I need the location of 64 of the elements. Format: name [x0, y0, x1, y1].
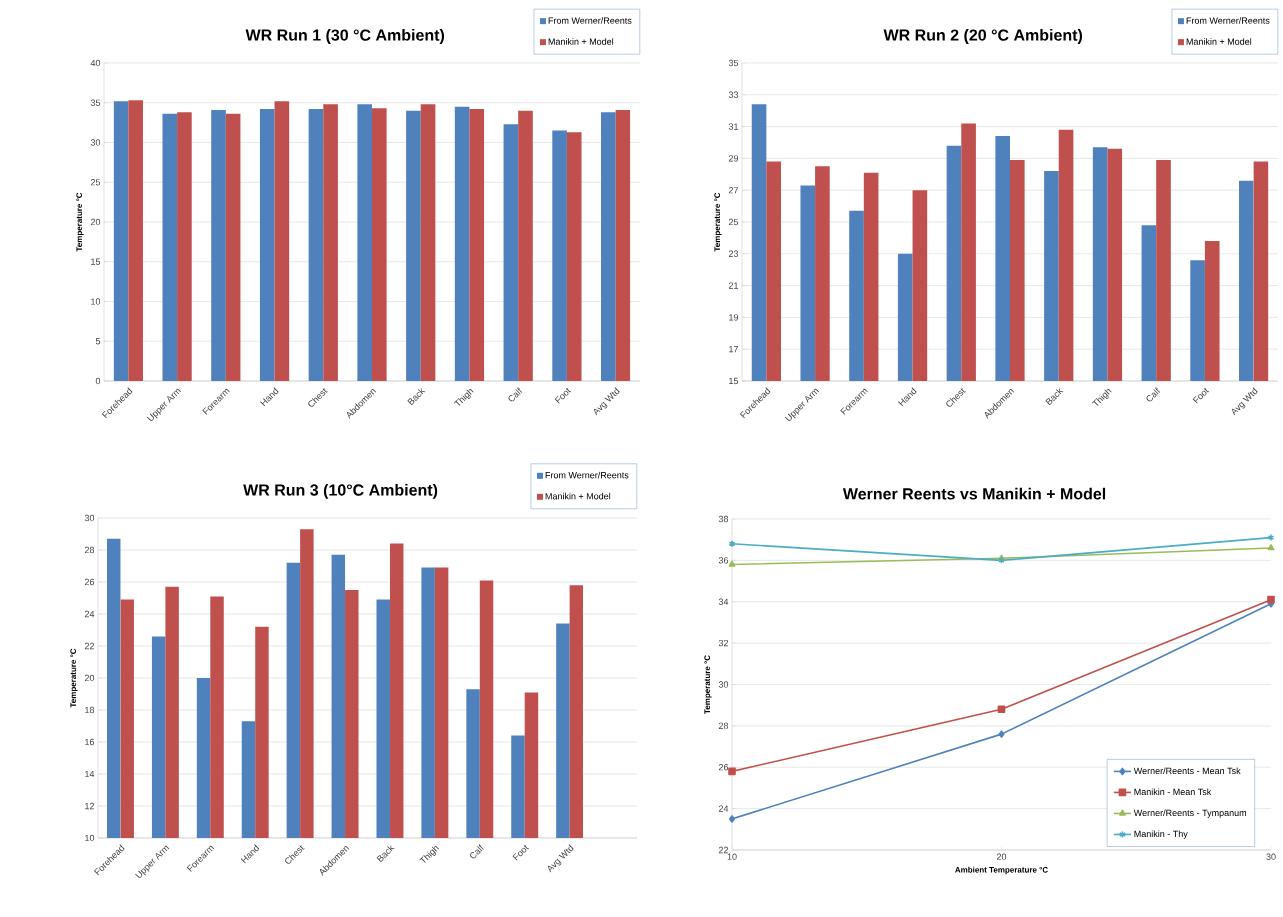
y-tick-label: 24 — [84, 610, 95, 618]
chart-title: Werner Reents vs Manikin + Model — [842, 487, 1106, 500]
y-tick-label: 27 — [728, 187, 739, 194]
y-tick-label: 26 — [84, 578, 95, 586]
y-tick-label: 16 — [85, 738, 95, 746]
y-tick-label: 24 — [718, 805, 729, 812]
y-tick-label: 28 — [718, 722, 729, 730]
y-tick-label: 19 — [729, 314, 739, 321]
y-tick-label: 0 — [95, 377, 101, 385]
x-tick-label: Calf — [508, 387, 523, 402]
x-axis-title: Ambient Temperature °C — [955, 866, 1048, 875]
y-tick-label: 18 — [85, 706, 95, 714]
y-tick-label: 36 — [718, 557, 729, 564]
y-tick-label: 33 — [728, 91, 739, 98]
legend-label: Manikin - Mean Tsk — [1134, 788, 1212, 796]
y-tick-label: 28 — [84, 546, 95, 554]
y-tick-label: 17 — [729, 346, 739, 353]
y-axis-title: Temperature °C — [704, 655, 712, 714]
y-tick-label: 25 — [90, 179, 101, 186]
y-tick-label: 40 — [90, 59, 101, 67]
legend-label: From Werner/Reents — [1186, 17, 1270, 24]
y-tick-label: 23 — [728, 250, 739, 257]
y-tick-label: 15 — [729, 377, 739, 385]
y-tick-label: 14 — [85, 770, 95, 778]
y-tick-label: 22 — [84, 642, 95, 650]
y-tick-label: 35 — [90, 99, 101, 106]
y-tick-label: 10 — [91, 298, 101, 305]
legend-label: From Werner/Reents — [545, 471, 629, 479]
y-tick-label: 30 — [84, 514, 95, 522]
y-tick-label: 30 — [90, 139, 101, 146]
y-tick-label: 5 — [95, 338, 101, 345]
legend-label: Werner/Reents - Mean Tsk — [1133, 767, 1241, 775]
legend-label: Werner/Reents - Tympanum — [1133, 809, 1247, 818]
y-tick-label: 25 — [728, 218, 739, 226]
x-tick-label: 30 — [1266, 853, 1276, 860]
y-tick-label: 35 — [728, 59, 739, 67]
y-tick-label: 20 — [84, 674, 95, 682]
y-tick-label: 32 — [718, 639, 729, 647]
y-tick-label: 38 — [718, 515, 729, 523]
legend-label: Manikin - Thy — [1134, 830, 1188, 839]
y-axis-title: Temperature °C — [714, 192, 722, 252]
y-tick-label: 31 — [728, 123, 739, 130]
y-tick-label: 34 — [718, 598, 729, 605]
y-tick-label: 21 — [728, 282, 739, 289]
x-tick-label: Calf — [1146, 387, 1161, 402]
y-axis-title: Temperature °C — [70, 648, 78, 708]
x-tick-label: Calf — [470, 844, 484, 859]
legend-label: Manikin + Model — [1186, 38, 1252, 45]
chart-title: WR Run 2 (20 °C Ambient) — [883, 29, 1083, 44]
y-tick-label: 22 — [718, 846, 729, 854]
legend-label: From Werner/Reents — [548, 17, 632, 24]
legend-label: Manikin + Model — [545, 492, 611, 500]
y-tick-label: 10 — [85, 834, 95, 842]
y-tick-label: 26 — [718, 764, 729, 771]
y-axis-title: Temperature °C — [76, 192, 84, 252]
y-tick-label: 30 — [718, 681, 729, 688]
y-tick-label: 29 — [728, 155, 739, 162]
chart-title: WR Run 1 (30 °C Ambient) — [245, 29, 445, 44]
chart-title: WR Run 3 (10°C Ambient) — [243, 483, 438, 499]
y-tick-label: 20 — [90, 218, 101, 226]
x-tick-label: 20 — [996, 853, 1007, 860]
y-tick-label: 12 — [85, 802, 95, 810]
legend-label: Manikin + Model — [548, 38, 614, 45]
y-tick-label: 15 — [91, 258, 101, 265]
